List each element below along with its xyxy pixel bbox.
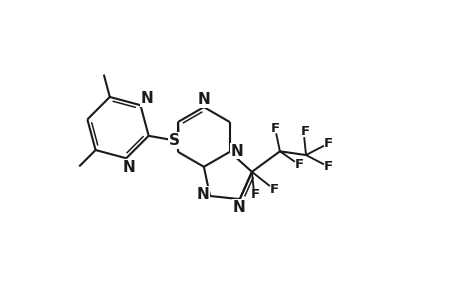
Text: F: F xyxy=(270,122,280,135)
Text: F: F xyxy=(294,158,303,171)
Text: N: N xyxy=(232,200,245,215)
Text: N: N xyxy=(122,160,135,175)
Text: S: S xyxy=(168,133,179,148)
Text: N: N xyxy=(140,91,153,106)
Text: F: F xyxy=(269,182,278,196)
Text: F: F xyxy=(323,136,332,150)
Text: F: F xyxy=(323,160,332,173)
Text: N: N xyxy=(196,187,208,202)
Text: F: F xyxy=(300,125,309,138)
Text: F: F xyxy=(251,188,260,202)
Text: N: N xyxy=(230,144,243,159)
Text: N: N xyxy=(197,92,210,107)
